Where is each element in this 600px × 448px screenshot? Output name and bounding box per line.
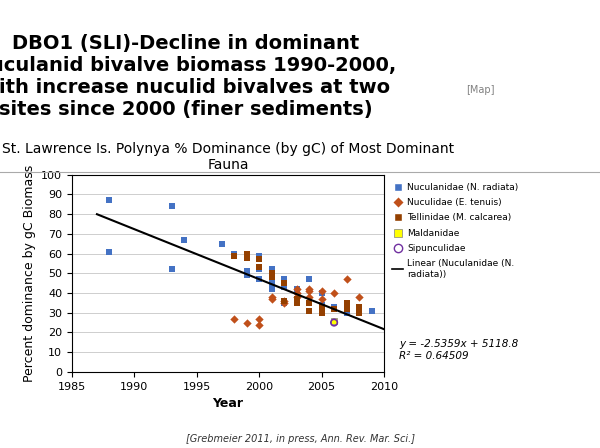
Point (229, 252, 239, 259)
Point (342, 276, 352, 283)
Point (329, 289, 339, 297)
Point (267, 270, 277, 277)
Point (292, 289, 301, 297)
Point (242, 270, 251, 277)
Point (167, 202, 176, 210)
Point (329, 317, 339, 324)
Point (280, 299, 289, 306)
Point (242, 268, 251, 275)
Point (317, 305, 326, 312)
Point (342, 299, 352, 306)
Point (354, 309, 364, 316)
Point (354, 309, 364, 316)
Point (254, 315, 264, 322)
Point (229, 250, 239, 257)
Title: St. Lawrence Is. Polynya % Dominance (by gC) of Most Dominant
Fauna: St. Lawrence Is. Polynya % Dominance (by… (2, 142, 454, 172)
Point (242, 250, 251, 257)
Point (317, 295, 326, 302)
Text: [Grebmeier 2011, in press, Ann. Rev. Mar. Sci.]: [Grebmeier 2011, in press, Ann. Rev. Mar… (185, 434, 415, 444)
Point (242, 254, 251, 261)
Point (342, 305, 352, 312)
Point (254, 276, 264, 283)
Point (280, 276, 289, 283)
Y-axis label: Percent dominance by gC Biomass: Percent dominance by gC Biomass (23, 165, 36, 382)
Point (267, 266, 277, 273)
Text: [Map]: [Map] (466, 85, 494, 95)
Point (280, 299, 289, 306)
Point (292, 293, 301, 301)
Text: DBO1 (SLI)-Decline in dominant
nuculanid bivalve biomass 1990-2000,
with increas: DBO1 (SLI)-Decline in dominant nuculanid… (0, 34, 396, 119)
Point (267, 295, 277, 302)
Point (317, 309, 326, 316)
Point (267, 280, 277, 287)
Point (342, 309, 352, 316)
Point (267, 268, 277, 275)
Point (267, 293, 277, 301)
Point (317, 301, 326, 308)
Point (267, 285, 277, 293)
Point (329, 303, 339, 310)
Point (317, 303, 326, 310)
Point (354, 303, 364, 310)
Point (280, 284, 289, 291)
Point (304, 299, 314, 306)
Point (329, 305, 339, 312)
Point (292, 299, 301, 306)
Point (217, 240, 227, 247)
Point (304, 288, 314, 295)
Point (280, 280, 289, 287)
Point (254, 321, 264, 328)
Point (104, 197, 114, 204)
Point (242, 268, 251, 275)
Point (254, 256, 264, 263)
X-axis label: Year: Year (212, 397, 244, 410)
Point (229, 315, 239, 322)
Point (317, 289, 326, 297)
Point (104, 248, 114, 255)
Point (304, 307, 314, 314)
Point (254, 264, 264, 271)
Text: y = -2.5359x + 5118.8
R² = 0.64509: y = -2.5359x + 5118.8 R² = 0.64509 (399, 339, 518, 361)
Point (367, 307, 376, 314)
Point (179, 236, 189, 243)
Point (292, 285, 301, 293)
Point (292, 295, 301, 302)
Point (317, 288, 326, 295)
Point (167, 266, 176, 273)
Point (292, 285, 301, 293)
Point (354, 307, 364, 314)
Point (242, 271, 251, 279)
Point (304, 276, 314, 283)
Point (342, 305, 352, 312)
Point (254, 266, 264, 273)
Point (304, 293, 314, 301)
Point (329, 319, 339, 326)
Point (304, 285, 314, 293)
Point (267, 274, 277, 281)
Point (280, 297, 289, 305)
Point (242, 319, 251, 326)
Point (354, 293, 364, 301)
Point (254, 252, 264, 259)
Legend: Nuculanidae (N. radiata), Nuculidae (E. tenuis), Tellinidae (M. calcarea), Malda: Nuculanidae (N. radiata), Nuculidae (E. … (389, 179, 523, 282)
Point (280, 297, 289, 305)
